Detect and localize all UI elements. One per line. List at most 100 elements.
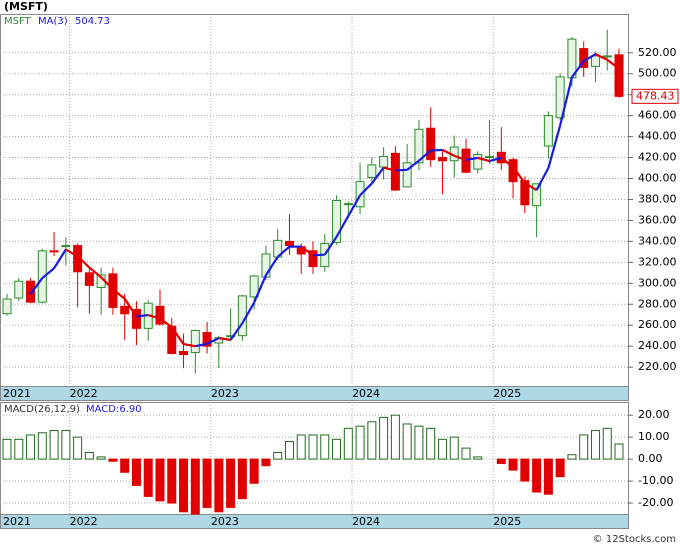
chart-title: (MSFT): [4, 0, 48, 13]
candle-body: [61, 245, 71, 248]
macd-bar: [73, 436, 83, 460]
macd-bar: [390, 414, 400, 460]
candle-body: [520, 180, 530, 206]
candle-body: [590, 55, 600, 67]
candle-body: [249, 275, 259, 298]
macd-bar: [379, 416, 389, 460]
macd-bar: [261, 458, 271, 467]
macd-bar: [508, 458, 518, 471]
ma-line: [112, 288, 126, 300]
macd-bar: [37, 432, 47, 460]
candle-body: [343, 203, 353, 206]
candle-body: [602, 55, 612, 58]
ma-line: [430, 148, 443, 152]
ma-line: [183, 343, 196, 348]
ma-line: [477, 156, 490, 163]
macd-bar: [190, 458, 200, 515]
x-tick-label: 2023: [211, 515, 239, 528]
ma-line: [159, 317, 173, 328]
ma-line: [241, 301, 256, 324]
y-tick-label: 520.00: [638, 46, 677, 59]
ma-line: [88, 266, 102, 279]
x-tick-label: 2023: [211, 387, 239, 400]
candle-body: [2, 298, 12, 315]
ma-line: [300, 245, 314, 257]
macd-bar: [343, 427, 353, 460]
candle-body: [237, 295, 247, 337]
ma-line: [383, 166, 396, 172]
candle-body: [26, 280, 36, 303]
macd-bar: [131, 458, 141, 486]
ma-line: [323, 236, 338, 256]
last-price-box: [631, 88, 679, 104]
macd-bar: [108, 458, 118, 462]
candle-body: [14, 280, 24, 299]
macd-value: MACD:6.90: [86, 404, 142, 415]
candle-body: [426, 127, 436, 161]
ma-line: [123, 298, 138, 318]
ma-line: [406, 159, 420, 171]
ma-line: [441, 148, 455, 157]
ma-line: [347, 194, 362, 217]
footer: © 12Stocks.com: [593, 534, 676, 545]
macd-bar: [520, 458, 530, 482]
candle-body: [390, 152, 400, 191]
candle-body: [226, 335, 236, 338]
y-tick-label: 0.00: [638, 452, 663, 465]
candle-body: [49, 250, 59, 253]
candle-body: [543, 115, 553, 147]
ma-line: [465, 156, 478, 162]
candle-body: [332, 200, 342, 243]
legend-value: 504.73: [75, 16, 110, 27]
date-strip: [0, 514, 629, 529]
candle-body: [84, 272, 94, 286]
macd-bar: [226, 458, 236, 508]
macd-bar: [61, 430, 71, 460]
legend-entry: MSFT: [4, 16, 32, 27]
candle-body: [402, 162, 412, 188]
macd-bar: [614, 443, 624, 460]
ma-line: [276, 245, 291, 258]
ma-line: [606, 58, 620, 70]
ma-line: [312, 253, 325, 257]
macd-bar: [426, 427, 436, 460]
macd-bar: [202, 458, 212, 508]
ma-line: [206, 337, 220, 345]
y-tick-label: 10.00: [638, 430, 670, 443]
ma-line: [136, 313, 149, 318]
macd-bar: [355, 425, 365, 460]
macd-bar: [402, 423, 412, 460]
candle-body: [437, 157, 447, 162]
macd-bar: [332, 438, 342, 460]
legend-entry: MA(3): [38, 16, 68, 27]
macd-bar: [449, 436, 459, 460]
ma-line: [253, 274, 267, 303]
candle-body: [37, 250, 47, 303]
candle-body: [473, 153, 483, 170]
ma-line: [100, 276, 114, 291]
x-tick-label: 2024: [352, 515, 380, 528]
candle-body: [190, 329, 200, 353]
macd-bar: [2, 438, 12, 460]
ma-line: [453, 154, 467, 162]
y-tick-label: 320.00: [638, 255, 677, 268]
y-tick-label: 280.00: [638, 297, 677, 310]
ma-line: [547, 125, 562, 169]
candle-body: [379, 156, 389, 168]
ma-line: [583, 53, 597, 63]
y-tick-label: -10.00: [638, 474, 673, 487]
macd-bar: [284, 441, 294, 460]
date-strip: [0, 386, 629, 401]
ma-line: [76, 255, 91, 269]
y-tick-label: 340.00: [638, 234, 677, 247]
candle-body: [202, 332, 212, 347]
macd-title: MACD(26,12,9): [4, 404, 80, 415]
candle-body: [308, 250, 318, 268]
ma-line: [512, 166, 526, 184]
candle-body: [155, 305, 165, 325]
macd-bar: [437, 438, 447, 460]
macd-bar: [143, 458, 153, 497]
candle-body: [461, 148, 471, 173]
macd-bar: [367, 421, 377, 460]
ma-line: [229, 322, 244, 341]
